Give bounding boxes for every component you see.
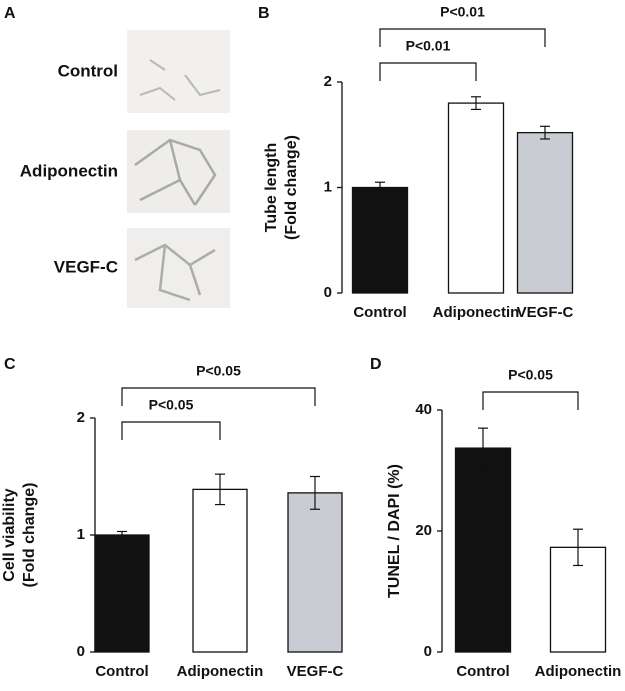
y-tick-label: 0: [77, 643, 85, 660]
y-tick-label: 1: [324, 178, 332, 195]
error-bar: [215, 473, 225, 506]
y-axis-label: (Fold change): [21, 483, 38, 588]
micrograph: [127, 30, 230, 113]
bar: [287, 492, 343, 653]
texture: [134, 138, 217, 206]
significance-label: P<0.01: [406, 38, 451, 54]
x-tick-label: Control: [95, 663, 148, 680]
y-tick-label: 0: [324, 284, 332, 301]
y-axis-label: Cell viability: [1, 488, 18, 581]
y-axis-label: Tube length: [263, 143, 280, 232]
error-bar: [375, 181, 385, 194]
significance-label: P<0.01: [440, 4, 485, 20]
y-tick-label: 0: [424, 643, 432, 660]
x-tick-label: Control: [353, 304, 406, 321]
error-bar: [540, 125, 550, 140]
micrographs: [127, 30, 230, 308]
x-tick-label: Adiponectin: [535, 663, 622, 680]
x-tick-label: Adiponectin: [433, 304, 520, 321]
error-bar: [478, 427, 488, 469]
error-bar: [310, 475, 320, 510]
texture: [139, 59, 221, 101]
panel-letter: C: [4, 356, 16, 373]
y-tick-label: 20: [415, 522, 432, 539]
error-bar: [471, 96, 481, 111]
panel-letter: B: [258, 5, 270, 22]
significance-bracket: [379, 62, 477, 81]
x-tick-label: VEGF-C: [287, 663, 344, 680]
x-tick-label: Adiponectin: [177, 663, 264, 680]
significance-bracket: [482, 391, 579, 410]
bar: [454, 447, 512, 653]
significance-bracket: [121, 387, 316, 406]
error-bar: [117, 530, 127, 540]
texture: [134, 243, 216, 302]
y-tick-label: 1: [77, 526, 85, 543]
significance-bracket: [379, 28, 546, 47]
y-tick-label: 2: [324, 73, 332, 90]
panel-letter: D: [370, 356, 382, 373]
panel-letter: A: [4, 5, 16, 22]
row-label: VEGF-C: [54, 257, 118, 276]
y-tick-label: 2: [77, 409, 85, 426]
error-bar: [573, 528, 583, 567]
y-axis-label: (Fold change): [283, 135, 300, 240]
row-label: Adiponectin: [20, 161, 118, 180]
bar: [192, 488, 248, 653]
bar: [94, 534, 150, 653]
y-axis-label: TUNEL / DAPI (%): [386, 464, 403, 598]
significance-label: P<0.05: [149, 397, 194, 413]
significance-bracket: [121, 421, 221, 440]
micrograph: [127, 228, 230, 308]
bar: [351, 186, 409, 294]
significance-label: P<0.05: [196, 363, 241, 379]
significance-label: P<0.05: [508, 367, 553, 383]
bar: [447, 102, 505, 294]
y-tick-label: 40: [415, 401, 432, 418]
bar: [516, 131, 574, 294]
x-tick-label: VEGF-C: [517, 304, 574, 321]
row-label: Control: [58, 61, 118, 80]
x-tick-label: Control: [456, 663, 509, 680]
